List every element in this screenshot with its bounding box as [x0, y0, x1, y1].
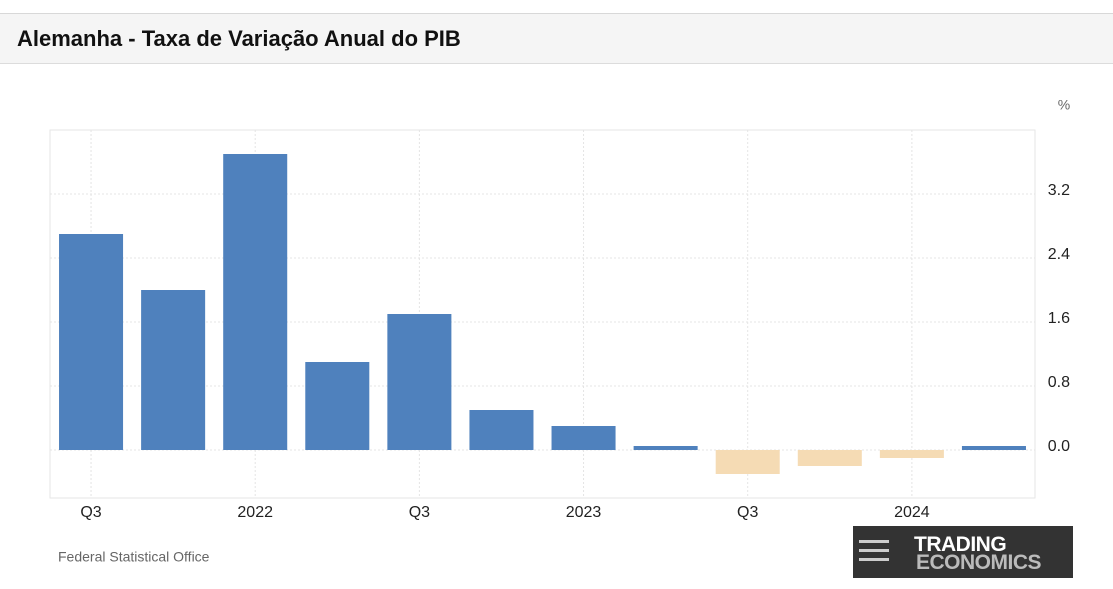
x-tick-label: Q3	[80, 504, 101, 521]
plot-border	[49, 129, 1036, 499]
bar	[223, 154, 288, 450]
bar	[141, 290, 206, 450]
bar	[961, 446, 1026, 450]
x-tick-label: Q3	[409, 504, 430, 521]
y-unit: %	[1058, 97, 1070, 113]
bar	[797, 450, 862, 466]
bar	[59, 234, 124, 450]
y-tick-label: 0.8	[1048, 374, 1070, 391]
top-border	[0, 13, 1113, 14]
source: Federal Statistical Office	[58, 549, 210, 565]
y-tick-label: 3.2	[1048, 182, 1070, 199]
y-tick-label: 1.6	[1048, 310, 1070, 327]
x-tick-label: 2023	[566, 504, 602, 521]
bar	[715, 450, 780, 474]
x-tick-label: 2022	[237, 504, 273, 521]
logo[interactable]: TRADING ECONOMICS	[853, 526, 1073, 578]
bar	[551, 426, 616, 450]
logo-line2: ECONOMICS	[916, 551, 1042, 574]
y-tick-label: 2.4	[1048, 246, 1070, 263]
bar	[633, 446, 698, 450]
y-tick-label: 0.0	[1048, 438, 1070, 455]
logo-line1: TRADING	[914, 533, 1007, 556]
x-tick-label: 2024	[894, 504, 930, 521]
bar	[387, 314, 452, 450]
bar	[469, 410, 534, 450]
x-tick-label: Q3	[737, 504, 758, 521]
header: Alemanha - Taxa de Variação Anual do PIB	[0, 14, 1113, 64]
menu-icon[interactable]	[859, 540, 889, 567]
chart-title: Alemanha - Taxa de Variação Anual do PIB	[17, 26, 461, 51]
bar	[305, 362, 370, 450]
bar	[879, 450, 944, 458]
